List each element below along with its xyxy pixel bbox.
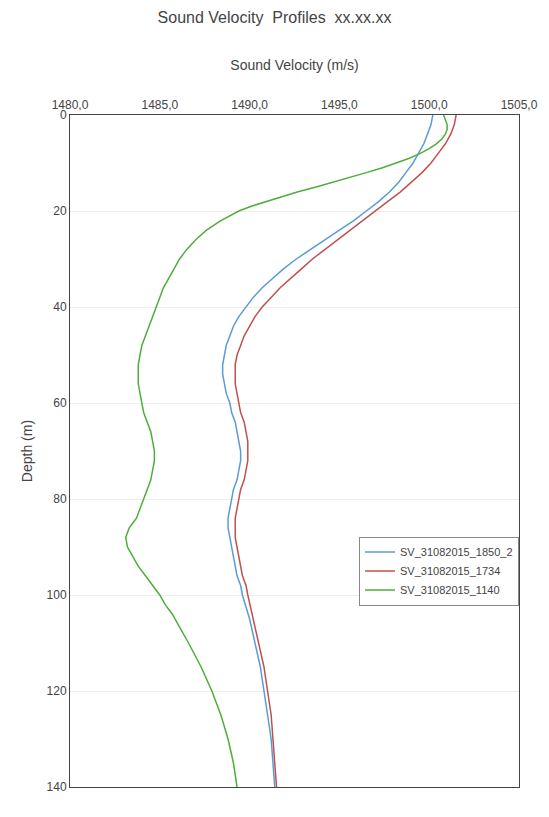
svg-text:80: 80 [53, 492, 67, 506]
svg-text:1490,0: 1490,0 [231, 98, 268, 112]
svg-text:40: 40 [53, 300, 67, 314]
svg-text:SV_31082015_1734: SV_31082015_1734 [400, 565, 500, 577]
svg-text:1495,0: 1495,0 [321, 98, 358, 112]
svg-text:SV_31082015_1140: SV_31082015_1140 [400, 584, 500, 596]
svg-text:120: 120 [47, 684, 67, 698]
svg-text:0: 0 [60, 108, 67, 122]
svg-text:60: 60 [53, 396, 67, 410]
svg-text:100: 100 [47, 588, 67, 602]
svg-text:Sound Velocity Profiles xx.x: Sound Velocity Profiles xx.xx.xx [158, 9, 392, 26]
svg-text:1500,0: 1500,0 [411, 98, 448, 112]
svg-text:140: 140 [47, 780, 67, 794]
svg-text:Depth (m): Depth (m) [19, 420, 35, 482]
svg-text:20: 20 [53, 204, 67, 218]
svg-text:1480,0: 1480,0 [52, 98, 89, 112]
svg-text:SV_31082015_1850_2: SV_31082015_1850_2 [400, 546, 513, 558]
svg-text:Sound Velocity (m/s): Sound Velocity (m/s) [230, 57, 358, 73]
svg-text:1485,0: 1485,0 [141, 98, 178, 112]
svg-text:1505,0: 1505,0 [501, 98, 538, 112]
